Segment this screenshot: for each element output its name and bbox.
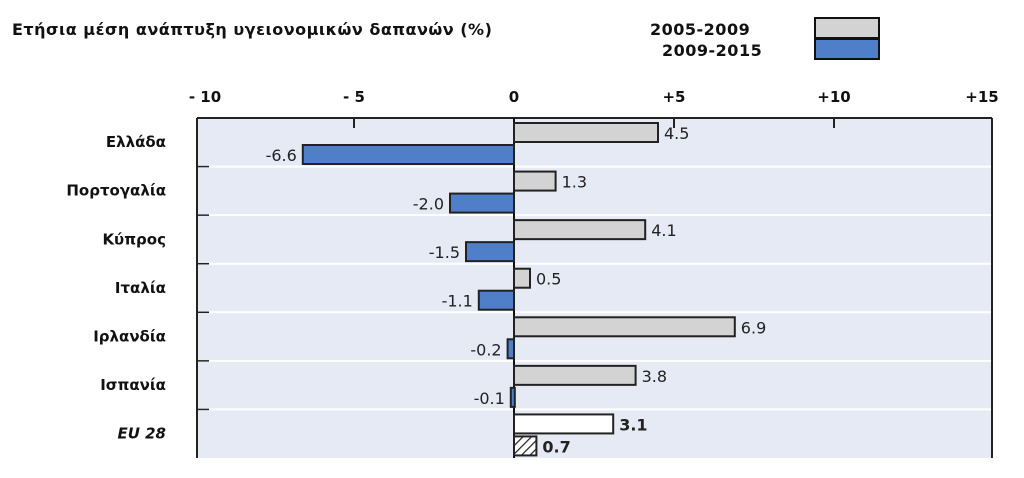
- x-tick-label: - 10: [189, 88, 221, 106]
- bar-2009-2015-Κύπρος: [465, 241, 515, 263]
- x-tick-label: +5: [662, 88, 685, 106]
- bar-2005-2009-Ελλάδα: [513, 122, 659, 143]
- data-label: -2.0: [413, 195, 444, 214]
- x-tick-label: +15: [965, 88, 998, 106]
- category-label: Ισπανία: [100, 376, 166, 394]
- data-label: -1.5: [429, 243, 460, 262]
- category-label: Κύπρος: [102, 230, 166, 248]
- x-tick-label: 0: [509, 88, 519, 106]
- data-label: -0.2: [470, 340, 501, 359]
- bar-2009-2015-Πορτογαλία: [449, 192, 515, 214]
- category-label: Ιταλία: [115, 279, 166, 297]
- bar-2009-2015-EU 28: [513, 435, 538, 457]
- data-label: -6.6: [266, 146, 297, 165]
- bar-2005-2009-Ιρλανδία: [513, 316, 736, 338]
- bar-2005-2009-Ιταλία: [513, 267, 531, 289]
- data-label: -0.1: [474, 389, 505, 408]
- data-label: 3.8: [642, 367, 667, 386]
- bar-2009-2015-Ιρλανδία: [506, 338, 516, 360]
- legend-swatch-2009-2015: [814, 38, 880, 60]
- x-tick-label: +10: [817, 88, 850, 106]
- bar-2005-2009-Πορτογαλία: [513, 170, 557, 192]
- data-label: -1.1: [442, 292, 473, 311]
- data-label: 4.1: [651, 221, 676, 240]
- legend-label-2005-2009: 2005-2009: [650, 20, 751, 39]
- bar-2005-2009-Ισπανία: [513, 364, 637, 386]
- bar-2009-2015-Ελλάδα: [301, 144, 515, 165]
- data-label: 3.1: [619, 415, 647, 434]
- data-label: 4.5: [664, 124, 689, 143]
- data-label: 1.3: [562, 173, 587, 192]
- bar-2005-2009-EU 28: [513, 413, 615, 435]
- category-label: Ελλάδα: [106, 133, 166, 151]
- chart-title: Ετήσια μέση ανάπτυξη υγειονομικών δαπανώ…: [12, 20, 493, 39]
- bar-2009-2015-Ισπανία: [509, 386, 516, 408]
- data-label: 0.5: [536, 270, 561, 289]
- bar-2005-2009-Κύπρος: [513, 219, 647, 241]
- bar-2009-2015-Ιταλία: [477, 289, 515, 311]
- legend-label-2009-2015: 2009-2015: [662, 41, 763, 60]
- data-label: 0.7: [542, 437, 570, 456]
- category-label: Πορτογαλία: [66, 182, 166, 200]
- category-label: EU 28: [117, 425, 166, 443]
- category-label: Ιρλανδία: [93, 327, 166, 345]
- plot-area: [197, 118, 992, 458]
- data-label: 6.9: [741, 318, 766, 337]
- x-tick-label: - 5: [343, 88, 365, 106]
